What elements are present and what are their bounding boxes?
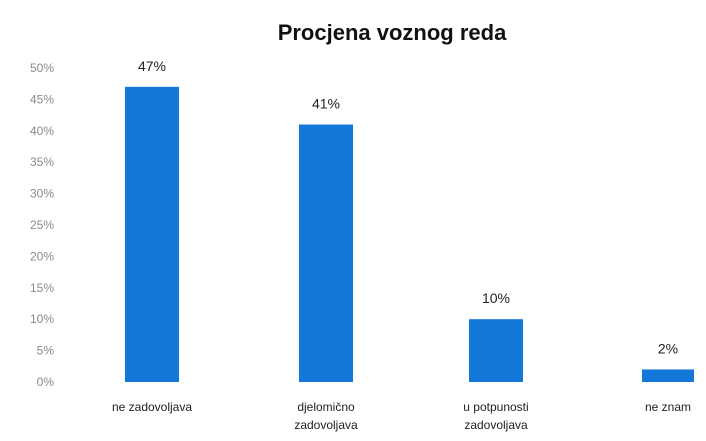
y-tick-label: 15% xyxy=(30,281,54,295)
y-tick-label: 25% xyxy=(30,218,54,232)
data-labels-group: 47% 41% 10% 2% xyxy=(138,58,678,357)
bar xyxy=(299,124,353,383)
bar xyxy=(642,369,694,382)
y-tick-label: 5% xyxy=(37,344,55,358)
y-tick-label: 50% xyxy=(30,61,54,75)
x-tick-label: ne zadovoljava xyxy=(112,400,192,414)
x-axis: ne zadovoljava djelomično zadovoljava u pot… xyxy=(112,400,691,432)
bar xyxy=(469,319,523,382)
bars-group xyxy=(125,86,694,383)
data-label: 10% xyxy=(482,290,510,306)
x-tick-label: djelomično xyxy=(297,400,355,414)
data-label: 41% xyxy=(312,96,340,112)
x-tick-label: zadovoljava xyxy=(294,418,358,432)
y-tick-label: 0% xyxy=(37,375,55,389)
y-axis: 0% 5% 10% 15% 20% 25% 30% 35% 40% 45% 50% xyxy=(30,61,54,389)
y-tick-label: 10% xyxy=(30,312,54,326)
x-tick-label: ne znam xyxy=(645,400,691,414)
y-tick-label: 40% xyxy=(30,124,54,138)
data-label: 2% xyxy=(658,340,678,356)
x-tick-label: u potpunosti xyxy=(463,400,528,414)
y-tick-label: 35% xyxy=(30,155,54,169)
data-label: 47% xyxy=(138,58,166,74)
bar xyxy=(125,86,179,382)
y-tick-label: 30% xyxy=(30,187,54,201)
y-tick-label: 20% xyxy=(30,249,54,263)
y-tick-label: 45% xyxy=(30,92,54,106)
chart-title: Procjena voznog reda xyxy=(278,20,507,45)
x-tick-label: zadovoljava xyxy=(464,418,528,432)
